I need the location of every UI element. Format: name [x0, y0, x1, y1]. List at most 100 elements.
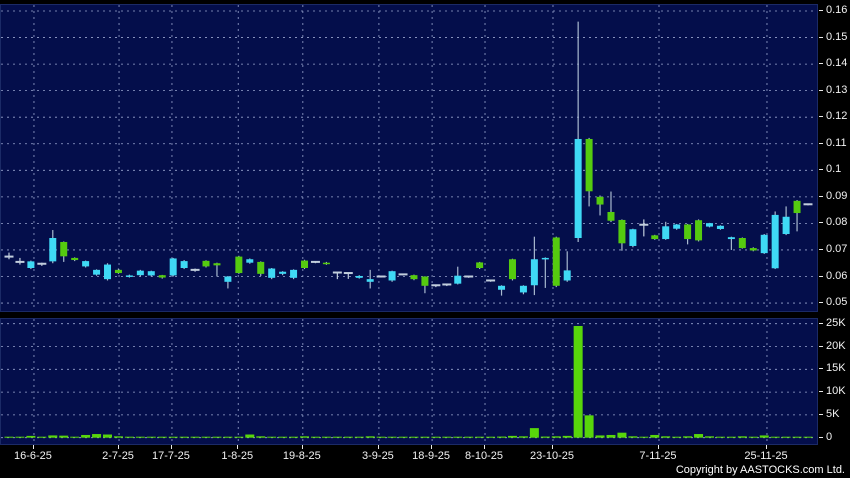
up-candle[interactable] — [541, 257, 549, 260]
volume-bar[interactable] — [792, 436, 802, 438]
up-candle[interactable] — [454, 275, 462, 284]
volume-bar[interactable] — [343, 436, 353, 438]
down-candle[interactable] — [738, 238, 746, 249]
up-candle[interactable] — [279, 271, 287, 274]
down-candle[interactable] — [476, 262, 484, 269]
up-candle[interactable] — [224, 276, 232, 282]
up-candle[interactable] — [727, 237, 735, 240]
volume-bar[interactable] — [256, 436, 266, 438]
down-candle[interactable] — [257, 261, 265, 274]
doji-candle[interactable] — [431, 284, 441, 287]
volume-bar[interactable] — [135, 436, 145, 438]
doji-candle[interactable] — [803, 203, 813, 206]
volume-bar[interactable] — [540, 436, 550, 438]
volume-bar[interactable] — [70, 436, 80, 438]
volume-bar[interactable] — [584, 415, 594, 438]
volume-bar[interactable] — [726, 436, 736, 438]
down-candle[interactable] — [596, 196, 604, 205]
volume-bar[interactable] — [321, 436, 331, 438]
volume-bar[interactable] — [310, 436, 320, 438]
volume-bar[interactable] — [223, 436, 233, 438]
down-candle[interactable] — [749, 248, 757, 251]
up-candle[interactable] — [519, 285, 527, 293]
volume-bar[interactable] — [562, 435, 572, 438]
up-candle[interactable] — [498, 285, 506, 290]
volume-bar[interactable] — [704, 436, 714, 438]
price-chart-panel[interactable] — [0, 4, 818, 312]
volume-bar[interactable] — [157, 436, 167, 438]
volume-bar[interactable] — [398, 436, 408, 438]
volume-bar[interactable] — [103, 434, 113, 438]
up-candle[interactable] — [563, 270, 571, 281]
down-candle[interactable] — [607, 211, 615, 221]
up-candle[interactable] — [104, 264, 112, 280]
up-candle[interactable] — [136, 270, 144, 276]
down-candle[interactable] — [202, 260, 210, 267]
volume-bar[interactable] — [179, 436, 189, 438]
down-candle[interactable] — [793, 200, 801, 214]
volume-bar[interactable] — [212, 436, 222, 438]
volume-bar[interactable] — [748, 436, 758, 438]
volume-bar[interactable] — [48, 435, 58, 438]
doji-candle[interactable] — [190, 268, 200, 271]
down-candle[interactable] — [651, 235, 659, 240]
volume-bar[interactable] — [332, 436, 342, 438]
down-candle[interactable] — [618, 219, 626, 244]
doji-candle[interactable] — [464, 275, 474, 278]
up-candle[interactable] — [180, 261, 188, 269]
doji-candle[interactable] — [4, 255, 14, 258]
up-candle[interactable] — [169, 258, 177, 276]
volume-bar[interactable] — [672, 436, 682, 438]
volume-bar[interactable] — [770, 436, 780, 438]
up-candle[interactable] — [782, 216, 790, 235]
volume-bar[interactable] — [475, 436, 485, 438]
up-candle[interactable] — [93, 269, 101, 275]
volume-bar[interactable] — [168, 436, 178, 438]
up-candle[interactable] — [760, 234, 768, 254]
volume-bar[interactable] — [442, 436, 452, 438]
volume-bar[interactable] — [759, 435, 769, 438]
volume-bar[interactable] — [617, 432, 627, 438]
up-candle[interactable] — [49, 238, 57, 262]
up-candle[interactable] — [355, 275, 363, 278]
down-candle[interactable] — [213, 263, 221, 266]
doji-candle[interactable] — [398, 273, 408, 276]
doji-candle[interactable] — [486, 279, 496, 282]
volume-bar[interactable] — [737, 436, 747, 438]
volume-bar[interactable] — [650, 434, 660, 438]
down-candle[interactable] — [71, 257, 79, 261]
volume-bar[interactable] — [464, 436, 474, 438]
volume-bar[interactable] — [486, 436, 496, 438]
volume-bar[interactable] — [387, 436, 397, 438]
doji-candle[interactable] — [442, 283, 452, 286]
up-candle[interactable] — [366, 279, 374, 282]
volume-bar[interactable] — [573, 325, 583, 438]
volume-bar[interactable] — [518, 436, 528, 438]
volume-bar[interactable] — [420, 436, 430, 438]
up-candle[interactable] — [82, 261, 90, 267]
down-candle[interactable] — [158, 275, 166, 278]
volume-bar[interactable] — [4, 436, 14, 438]
volume-bar[interactable] — [289, 436, 299, 438]
up-candle[interactable] — [27, 261, 35, 269]
up-candle[interactable] — [673, 224, 681, 229]
up-candle[interactable] — [771, 214, 779, 269]
volume-bar[interactable] — [639, 436, 649, 438]
volume-bar[interactable] — [628, 436, 638, 438]
volume-bar[interactable] — [661, 436, 671, 438]
up-candle[interactable] — [290, 269, 298, 278]
down-candle[interactable] — [585, 138, 593, 192]
down-candle[interactable] — [508, 259, 516, 280]
up-candle[interactable] — [388, 271, 396, 281]
volume-bar[interactable] — [683, 436, 693, 438]
volume-bar[interactable] — [267, 436, 277, 438]
volume-bar[interactable] — [300, 436, 310, 438]
volume-bar[interactable] — [606, 434, 616, 438]
volume-bar[interactable] — [124, 436, 134, 438]
doji-candle[interactable] — [639, 223, 649, 226]
volume-bar[interactable] — [781, 436, 791, 438]
up-candle[interactable] — [705, 223, 713, 227]
doji-candle[interactable] — [310, 260, 320, 263]
doji-candle[interactable] — [343, 272, 353, 275]
volume-bar[interactable] — [37, 436, 47, 438]
